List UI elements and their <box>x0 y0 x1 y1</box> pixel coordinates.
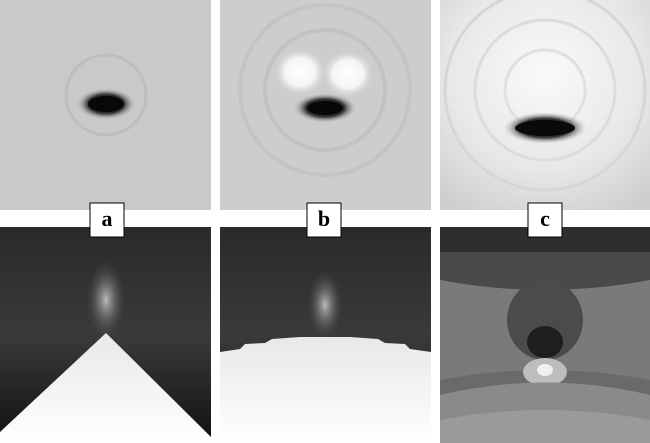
panel-c-bottom <box>440 227 650 443</box>
panel-label: b <box>318 206 330 231</box>
figure: a b c <box>0 0 650 443</box>
panel-b-top <box>220 0 431 210</box>
label-a: a <box>90 203 124 237</box>
panel-label: a <box>102 206 113 231</box>
panel-a-top <box>0 0 211 210</box>
panel-b-bottom <box>220 227 431 443</box>
label-b: b <box>307 203 341 237</box>
panel-a-bottom <box>0 227 211 443</box>
label-c: c <box>528 203 562 237</box>
panel-c-top <box>440 0 650 210</box>
panel-label: c <box>540 206 550 231</box>
